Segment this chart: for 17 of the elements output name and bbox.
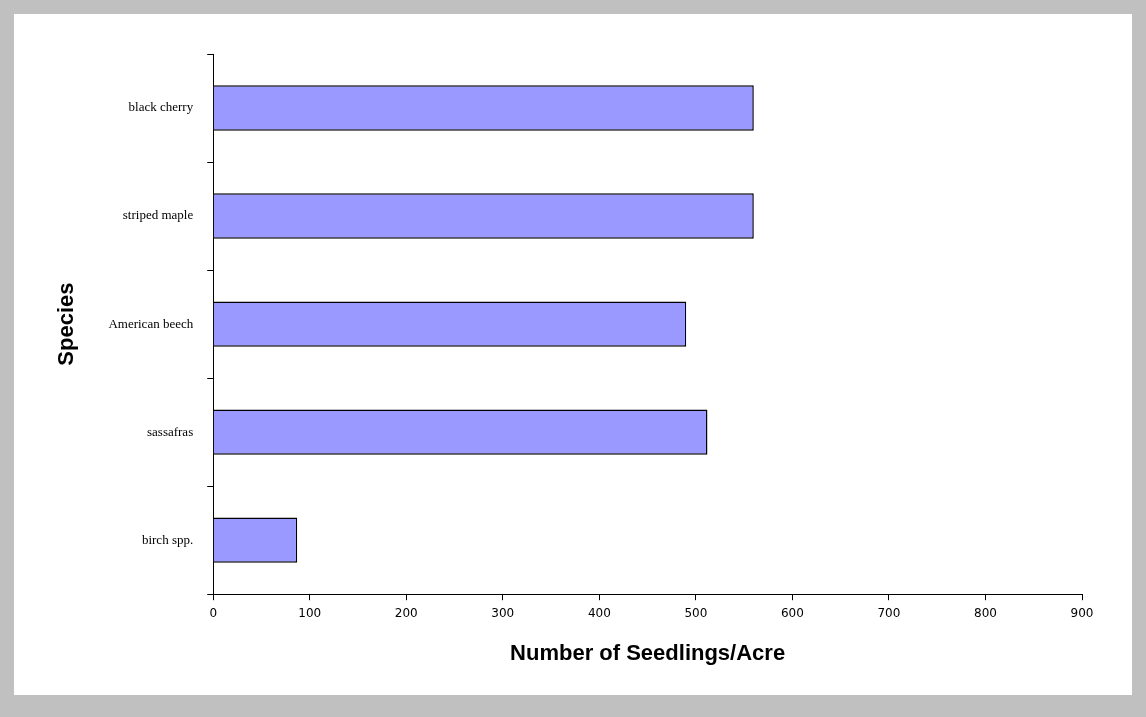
x-tick-label: 300 bbox=[491, 605, 515, 620]
y-tick-label: striped maple bbox=[122, 207, 194, 223]
x-tick-label: 400 bbox=[587, 605, 611, 620]
x-tick-label: 800 bbox=[974, 605, 997, 620]
y-tick-label: black cherry bbox=[128, 99, 194, 115]
x-tick-label: 500 bbox=[684, 605, 708, 620]
x-tick-label: 0 bbox=[209, 605, 218, 620]
y-tick-label: American beech bbox=[108, 315, 194, 331]
y-tick-label: birch spp. bbox=[141, 531, 194, 547]
y-axis-title: Species bbox=[53, 282, 79, 366]
y-tick-label: sassafras bbox=[146, 423, 194, 439]
x-tick-label: 900 bbox=[1070, 605, 1094, 620]
x-tick-label: 600 bbox=[780, 605, 804, 620]
x-tick-label: 700 bbox=[877, 605, 901, 620]
x-tick-label: 200 bbox=[394, 605, 418, 620]
x-axis-title: Number of Seedlings/Acre bbox=[510, 639, 786, 665]
x-tick-label: 100 bbox=[298, 605, 322, 620]
